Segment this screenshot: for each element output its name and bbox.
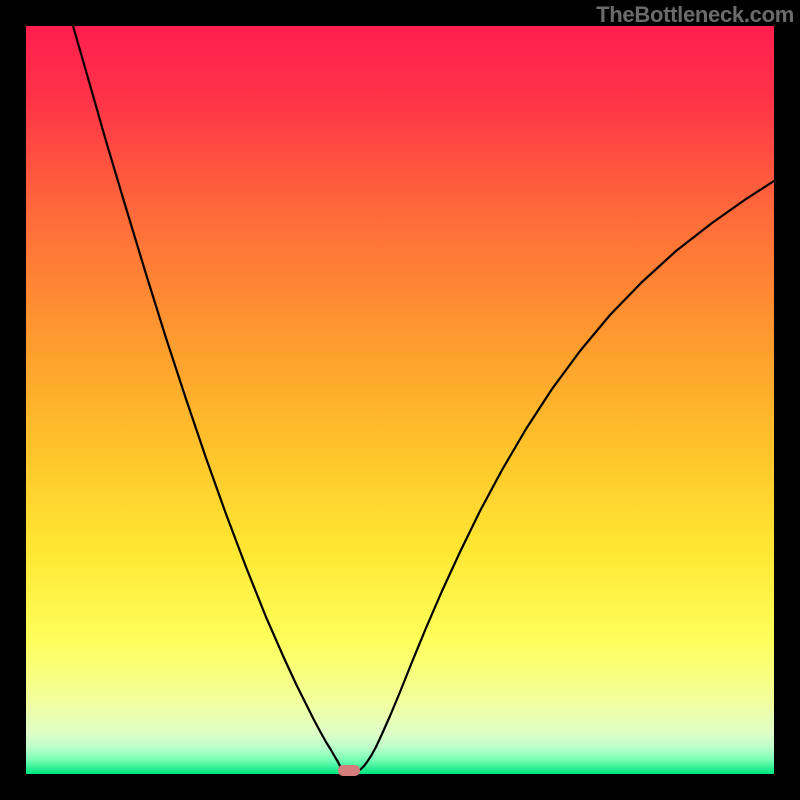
chart-plot-area bbox=[26, 26, 774, 774]
watermark-text: TheBottleneck.com bbox=[596, 2, 794, 28]
bottleneck-curve bbox=[26, 26, 774, 774]
chart-outer-frame: TheBottleneck.com bbox=[0, 0, 800, 800]
optimal-point-marker bbox=[338, 765, 360, 776]
